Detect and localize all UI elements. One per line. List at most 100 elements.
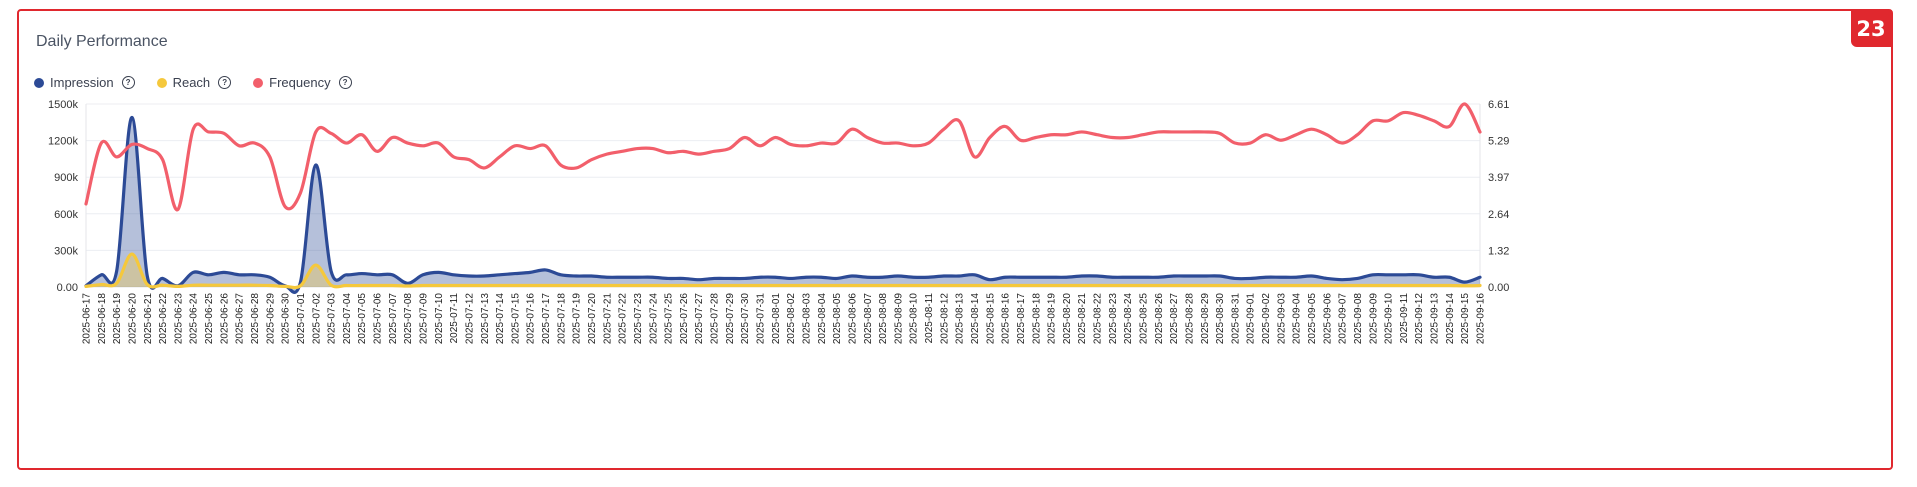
x-tick-label: 2025-07-07	[388, 293, 399, 345]
x-tick-label: 2025-07-21	[602, 293, 613, 345]
x-tick-label: 2025-06-27	[235, 293, 246, 345]
x-tick-label: 2025-09-15	[1460, 293, 1471, 345]
x-tick-label: 2025-09-02	[1261, 293, 1272, 345]
x-tick-label: 2025-08-01	[771, 293, 782, 345]
y-tick-label-right: 1.32	[1488, 245, 1509, 257]
x-tick-label: 2025-08-14	[970, 293, 981, 345]
badge-number: 23	[1851, 11, 1891, 47]
x-tick-label: 2025-07-19	[572, 293, 583, 345]
x-tick-label: 2025-06-22	[158, 293, 169, 345]
x-tick-label: 2025-07-04	[342, 293, 353, 345]
legend-item-frequency[interactable]: Frequency ?	[253, 75, 352, 90]
x-tick-label: 2025-06-18	[97, 293, 108, 345]
legend-item-impression[interactable]: Impression ?	[34, 75, 135, 90]
x-tick-label: 2025-08-28	[1184, 293, 1195, 345]
x-tick-label: 2025-07-22	[618, 293, 629, 345]
chart-title: Daily Performance	[36, 33, 168, 50]
x-tick-label: 2025-07-29	[725, 293, 736, 345]
x-tick-label: 2025-07-02	[311, 293, 322, 345]
x-tick-label: 2025-07-06	[373, 293, 384, 345]
x-tick-label: 2025-06-28	[250, 293, 261, 345]
x-tick-label: 2025-08-19	[1047, 293, 1058, 345]
x-tick-label: 2025-07-09	[419, 293, 430, 345]
y-tick-label-left: 1500k	[48, 99, 78, 111]
chart-panel: Daily Performance Impression ? Reach ? F…	[17, 9, 1893, 470]
x-tick-label: 2025-08-06	[847, 293, 858, 345]
x-tick-label: 2025-08-15	[985, 293, 996, 345]
x-tick-label: 2025-09-13	[1430, 293, 1441, 345]
x-tick-label: 2025-06-29	[265, 293, 276, 345]
x-tick-label: 2025-07-12	[464, 293, 475, 345]
y-tick-label-left: 600k	[54, 209, 78, 221]
x-tick-label: 2025-08-04	[817, 293, 828, 345]
legend-label-impression: Impression	[50, 75, 114, 90]
x-tick-label: 2025-09-01	[1246, 293, 1257, 345]
x-tick-label: 2025-06-24	[189, 293, 200, 345]
x-tick-label: 2025-07-08	[403, 293, 414, 345]
x-tick-label: 2025-09-09	[1368, 293, 1379, 345]
impression-dot-icon	[34, 77, 44, 88]
frequency-dot-icon	[253, 77, 264, 88]
help-icon[interactable]: ?	[218, 76, 232, 89]
x-tick-label: 2025-06-23	[173, 293, 184, 345]
x-tick-label: 2025-08-07	[863, 293, 874, 345]
x-tick-label: 2025-06-25	[204, 293, 215, 345]
x-tick-label: 2025-08-24	[1123, 293, 1134, 345]
performance-chart: 0.00 0.00 300k 1.32 600k 2.64 900k 3.97 1200k 5.2…	[48, 99, 1509, 345]
x-tick-label: 2025-07-28	[710, 293, 721, 345]
x-tick-label: 2025-08-18	[1031, 293, 1042, 345]
x-tick-label: 2025-07-20	[587, 293, 598, 345]
help-icon[interactable]: ?	[338, 76, 352, 89]
x-tick-label: 2025-08-09	[893, 293, 904, 345]
x-tick-label: 2025-08-23	[1108, 293, 1119, 345]
x-tick-label: 2025-08-27	[1169, 293, 1180, 345]
legend-item-reach[interactable]: Reach ?	[156, 75, 232, 90]
y-tick-label-right: 5.29	[1488, 136, 1509, 148]
x-tick-label: 2025-08-03	[801, 293, 812, 345]
impression-area	[86, 117, 1480, 293]
frequency-series-line	[84, 102, 1482, 212]
x-tick-label: 2025-08-08	[878, 293, 889, 345]
x-tick-label: 2025-07-23	[633, 293, 644, 345]
x-tick-label: 2025-06-20	[127, 293, 138, 345]
x-tick-label: 2025-07-11	[449, 293, 460, 344]
reach-series-line	[84, 252, 1482, 290]
x-tick-label: 2025-07-05	[357, 293, 368, 345]
y-tick-label-left: 300k	[54, 245, 78, 257]
x-tick-label: 2025-06-30	[281, 293, 292, 345]
x-tick-label: 2025-08-11	[924, 293, 935, 344]
x-tick-label: 2025-07-18	[556, 293, 567, 345]
y-tick-label-right: 2.64	[1488, 209, 1509, 221]
x-tick-label: 2025-07-16	[526, 293, 537, 345]
x-tick-label: 2025-09-08	[1353, 293, 1364, 345]
y-tick-label-left: 1200k	[48, 136, 78, 148]
legend-label-frequency: Frequency	[269, 75, 331, 90]
x-tick-label: 2025-09-12	[1414, 293, 1425, 345]
x-tick-label: 2025-06-17	[82, 293, 93, 345]
y-tick-label-right: 0.00	[1488, 282, 1509, 294]
x-tick-label: 2025-08-12	[939, 293, 950, 345]
x-tick-label: 2025-08-26	[1154, 293, 1165, 345]
x-tick-label: 2025-08-10	[909, 293, 920, 345]
x-tick-label: 2025-09-14	[1445, 293, 1456, 345]
x-tick-label: 2025-07-17	[541, 293, 552, 345]
x-tick-label: 2025-07-13	[480, 293, 491, 345]
x-tick-label: 2025-08-16	[1001, 293, 1012, 345]
x-tick-label: 2025-07-25	[664, 293, 675, 345]
x-tick-label: 2025-08-21	[1077, 293, 1088, 345]
x-tick-label: 2025-06-19	[112, 293, 123, 345]
x-tick-label: 2025-08-17	[1016, 293, 1027, 345]
reach-dot-icon	[156, 77, 167, 88]
x-tick-label: 2025-07-30	[740, 293, 751, 345]
y-tick-label-right: 3.97	[1488, 172, 1509, 184]
x-tick-label: 2025-07-10	[434, 293, 445, 345]
x-tick-label: 2025-08-30	[1215, 293, 1226, 345]
help-icon[interactable]: ?	[121, 76, 135, 89]
x-tick-label: 2025-08-22	[1093, 293, 1104, 345]
x-tick-label: 2025-08-13	[955, 293, 966, 345]
x-tick-label: 2025-06-21	[143, 293, 154, 345]
x-tick-label: 2025-07-26	[679, 293, 690, 345]
x-tick-label: 2025-07-15	[510, 293, 521, 345]
y-tick-label-left: 0.00	[57, 282, 78, 294]
x-tick-label: 2025-07-24	[648, 293, 659, 345]
